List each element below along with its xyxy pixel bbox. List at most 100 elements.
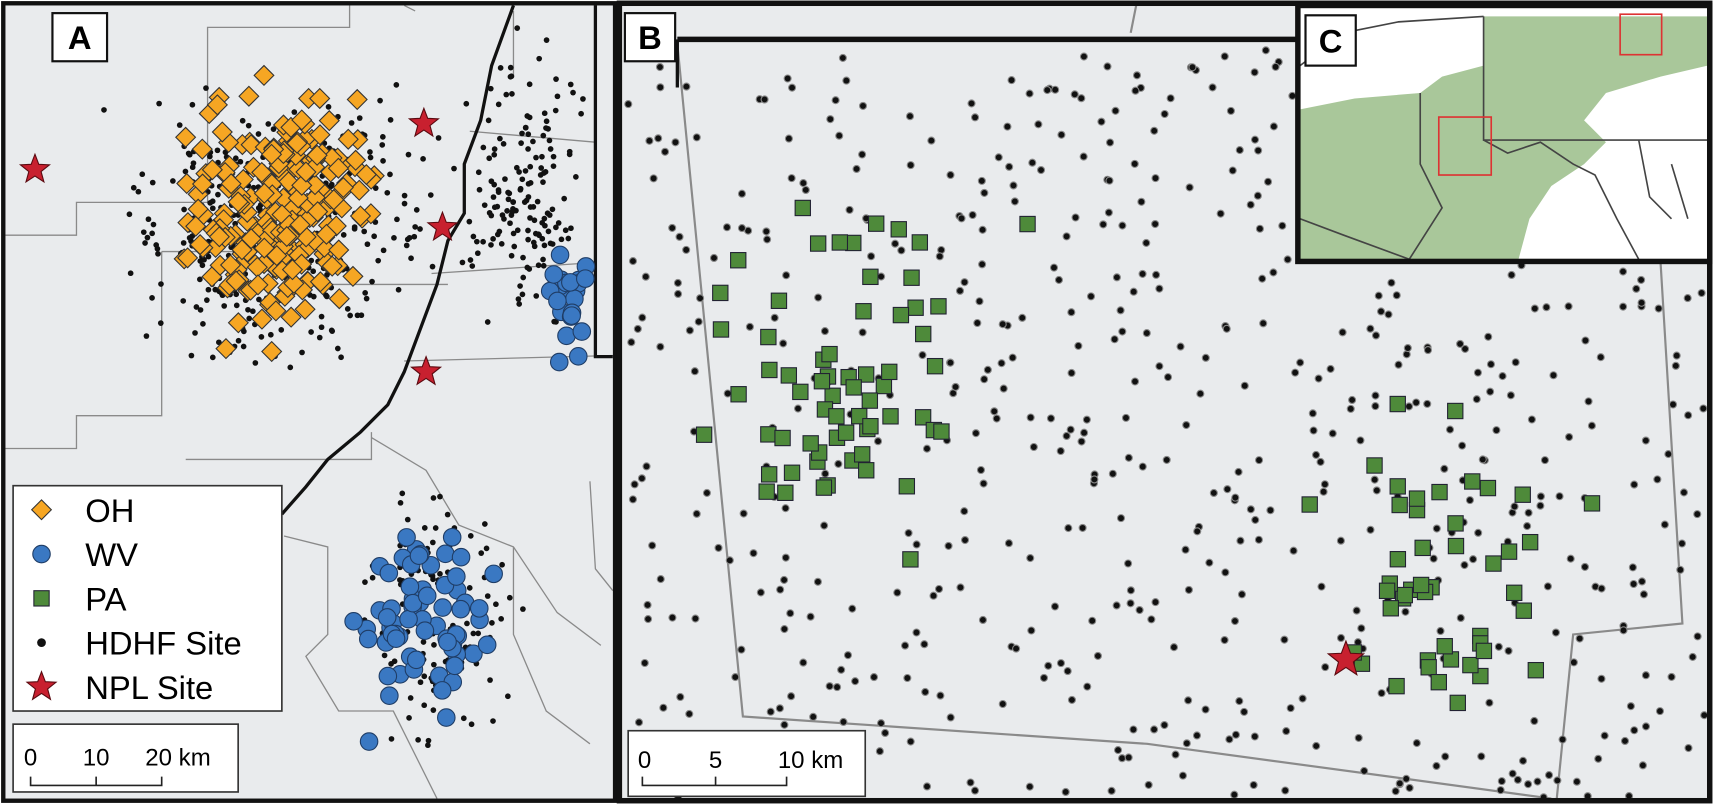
pa-site <box>774 429 791 447</box>
hdhf-site <box>722 223 732 232</box>
hdhf-site <box>1051 85 1060 94</box>
hdhf-site <box>503 91 510 98</box>
hdhf-site <box>430 495 437 501</box>
oh-site <box>309 124 331 146</box>
npl-site <box>426 210 459 242</box>
pa-site <box>1449 694 1466 712</box>
hdhf-site <box>1626 702 1635 711</box>
hdhf-site <box>1637 298 1646 307</box>
hdhf-site <box>723 389 732 398</box>
hdhf-site <box>978 615 987 625</box>
wv-site <box>378 666 398 686</box>
hdhf-site <box>525 227 531 234</box>
pa-site <box>890 221 907 238</box>
hdhf-site <box>1135 605 1144 615</box>
hdhf-site <box>649 174 658 183</box>
panel-frame <box>1 1 618 803</box>
hdhf-site <box>344 306 351 312</box>
hdhf-site <box>1155 362 1164 371</box>
hdhf-site <box>519 176 526 183</box>
hdhf-site <box>1112 601 1121 610</box>
scale-label: 10 <box>83 745 110 772</box>
pa-site <box>1500 543 1518 560</box>
hdhf-site <box>1412 739 1421 748</box>
hdhf-site <box>814 293 823 302</box>
hdhf-site <box>858 101 868 110</box>
wv-site <box>417 586 437 606</box>
hdhf-site <box>176 122 183 128</box>
wv-site <box>548 291 567 311</box>
hdhf-site <box>1296 358 1305 367</box>
hdhf-site <box>486 155 493 162</box>
legend-marker <box>32 544 51 564</box>
pa-site <box>1301 496 1318 513</box>
hdhf-site <box>1628 563 1637 572</box>
hdhf-site <box>1511 358 1520 367</box>
hdhf-site <box>1641 436 1650 445</box>
pa-site <box>933 423 950 440</box>
hdhf-site <box>235 337 242 344</box>
hdhf-site <box>437 493 443 500</box>
hdhf-site <box>1486 387 1495 396</box>
hdhf-site <box>1402 774 1411 783</box>
hdhf-site <box>781 504 790 513</box>
panel-label: C <box>1319 22 1343 59</box>
hdhf-site <box>411 233 418 240</box>
hdhf-site <box>526 266 533 272</box>
hdhf-site <box>668 223 677 232</box>
hdhf-site <box>1693 632 1702 641</box>
pa-site <box>903 269 920 286</box>
pa-site <box>1430 673 1447 691</box>
hdhf-site <box>508 73 515 80</box>
hdhf-site <box>799 658 808 667</box>
hdhf-site <box>1536 492 1545 501</box>
pa-site <box>1462 656 1479 674</box>
wv-site <box>399 609 418 629</box>
hdhf-site <box>182 168 189 175</box>
hdhf-site <box>1129 725 1138 734</box>
hdhf-site <box>1597 674 1606 683</box>
hdhf-site <box>1527 415 1536 424</box>
hdhf-site <box>207 153 213 160</box>
hdhf-site <box>1138 269 1147 278</box>
hdhf-site <box>550 163 557 170</box>
hdhf-site <box>1050 602 1060 611</box>
hdhf-site <box>1182 420 1191 430</box>
hdhf-site <box>1555 492 1564 501</box>
hdhf-site <box>369 574 376 581</box>
hdhf-site <box>1209 488 1218 497</box>
hdhf-site <box>508 252 515 259</box>
hdhf-site <box>209 354 216 361</box>
hdhf-site <box>375 257 382 264</box>
hdhf-site <box>507 220 513 227</box>
oh-site <box>307 201 329 223</box>
hdhf-site <box>367 149 373 155</box>
hdhf-site <box>532 230 539 237</box>
hdhf-site <box>1597 584 1606 593</box>
hdhf-site <box>1357 624 1366 633</box>
hdhf-site <box>318 313 325 320</box>
panel-label: A <box>68 19 92 56</box>
hdhf-site <box>1201 705 1210 714</box>
hdhf-site <box>1110 335 1119 344</box>
hdhf-site <box>1236 536 1245 545</box>
hdhf-site <box>1188 63 1197 72</box>
county-line <box>589 481 613 592</box>
hdhf-site <box>491 146 498 152</box>
hdhf-site <box>1319 487 1328 496</box>
county-line <box>469 130 596 143</box>
hdhf-site <box>158 281 164 287</box>
hdhf-site <box>897 246 906 255</box>
hdhf-site <box>397 577 403 583</box>
hdhf-site <box>1111 106 1120 115</box>
hdhf-site <box>1246 505 1255 514</box>
hdhf-site <box>432 525 439 531</box>
hdhf-site <box>641 272 650 281</box>
pa-site <box>1389 551 1407 568</box>
hdhf-site <box>1384 310 1393 319</box>
oh-site <box>225 270 247 292</box>
hdhf-site <box>505 189 511 196</box>
hdhf-site <box>429 539 436 546</box>
hdhf-site <box>493 601 499 608</box>
